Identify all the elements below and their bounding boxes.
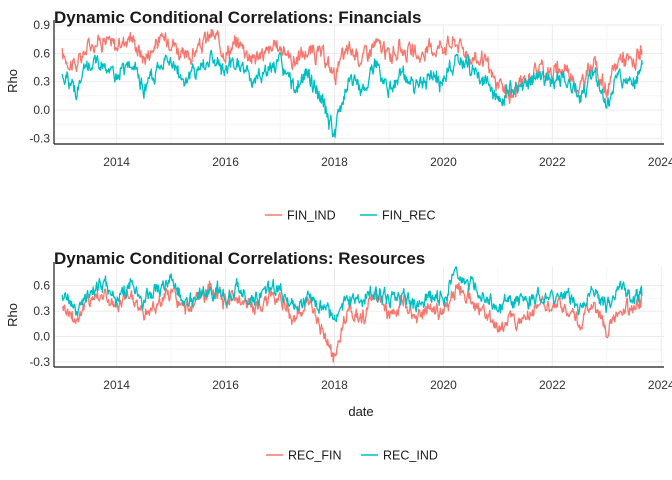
financials-panel: -0.3 0.0 0.3 0.6 0.9 2014 2016 2018 2020 2022 202… [5, 8, 672, 223]
financials-x-tick-labels: 2014 2016 2018 2020 2022 2024 [103, 155, 672, 169]
resources-y-tick-labels: -0.3 0.0 0.3 0.6 [29, 279, 50, 369]
financials-series-lines [61, 28, 643, 138]
resources-y-axis-label: Rho [5, 303, 20, 327]
resources-series-lines [61, 266, 643, 363]
x-tick-label: 2014 [103, 155, 130, 169]
financials-y-axis-label: Rho [5, 69, 20, 93]
legend-label-rec-fin: REC_FIN [288, 449, 341, 463]
y-tick-label: -0.3 [29, 131, 50, 145]
resources-chart-title: Dynamic Conditional Correlations: Resour… [54, 249, 425, 268]
resources-x-axis-label: date [348, 404, 373, 419]
x-tick-label: 2018 [321, 378, 348, 392]
series-line-rec-fin [61, 280, 643, 363]
financials-gridlines [54, 24, 664, 144]
resources-x-tick-labels: 2014 2016 2018 2020 2022 2024 [103, 378, 672, 392]
y-tick-label: 0.3 [33, 304, 50, 318]
series-line-rec-ind [61, 266, 643, 323]
x-tick-label: 2022 [539, 155, 566, 169]
legend-label-fin-ind: FIN_IND [287, 209, 336, 223]
legend-label-fin-rec: FIN_REC [382, 209, 435, 223]
financials-chart-title: Dynamic Conditional Correlations: Financ… [54, 8, 421, 27]
x-tick-label: 2024 [648, 155, 672, 169]
y-tick-label: 0.3 [33, 75, 50, 89]
y-tick-label: 0.9 [33, 18, 50, 32]
resources-legend: REC_FIN REC_IND [266, 449, 438, 463]
x-tick-label: 2022 [539, 378, 566, 392]
x-tick-label: 2016 [212, 155, 239, 169]
x-tick-label: 2014 [103, 378, 130, 392]
x-tick-label: 2020 [430, 155, 457, 169]
resources-panel: -0.3 0.0 0.3 0.6 2014 2016 2018 2020 2022 2024 D… [5, 249, 672, 463]
series-line-fin-ind [61, 28, 643, 105]
financials-legend: FIN_IND FIN_REC [265, 209, 435, 223]
x-tick-label: 2018 [321, 155, 348, 169]
y-tick-label: 0.6 [33, 279, 50, 293]
financials-axes [53, 20, 664, 145]
x-tick-label: 2016 [212, 378, 239, 392]
series-line-fin-rec [61, 49, 643, 138]
legend-label-rec-ind: REC_IND [383, 449, 438, 463]
resources-axes [53, 262, 664, 368]
y-tick-label: -0.3 [29, 355, 50, 369]
x-tick-label: 2020 [430, 378, 457, 392]
y-tick-label: 0.0 [33, 103, 50, 117]
y-tick-label: 0.0 [33, 329, 50, 343]
financials-y-tick-labels: -0.3 0.0 0.3 0.6 0.9 [29, 18, 50, 145]
y-tick-label: 0.6 [33, 46, 50, 60]
x-tick-label: 2024 [648, 378, 672, 392]
